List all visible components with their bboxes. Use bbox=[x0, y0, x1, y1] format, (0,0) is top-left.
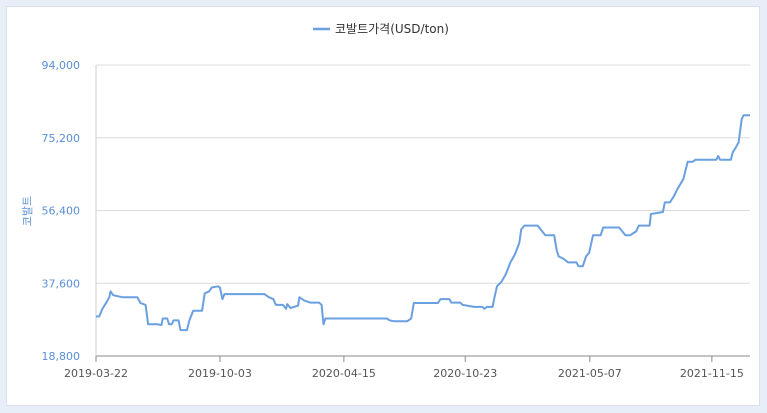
x-axis: 2019-03-22 2019-10-03 2020-04-15 2020-10-23… bbox=[64, 65, 750, 380]
x-tick-label: 2020-10-23 bbox=[433, 367, 497, 380]
y-tick-label: 94,000 bbox=[42, 59, 81, 72]
chart-frame bbox=[6, 6, 760, 406]
legend-label: 코발트가격(USD/ton) bbox=[335, 22, 449, 36]
y-tick-label: 75,200 bbox=[42, 132, 81, 145]
y-axis-label: 코발트 bbox=[21, 196, 34, 226]
y-tick-label: 37,600 bbox=[42, 277, 81, 290]
series-line-cobalt-price bbox=[96, 114, 750, 332]
series-group bbox=[96, 114, 750, 332]
x-tick-label: 2020-04-15 bbox=[312, 367, 376, 380]
x-tick-label: 2019-10-03 bbox=[188, 367, 252, 380]
x-tick-label: 2021-11-15 bbox=[680, 367, 744, 380]
x-tick-label: 2019-03-22 bbox=[64, 367, 128, 380]
y-tick-labels: 94,000 75,200 56,400 37,600 18,800 bbox=[42, 59, 81, 363]
grid-lines bbox=[96, 64, 750, 284]
x-tick-label: 2021-05-07 bbox=[558, 367, 622, 380]
legend[interactable]: 코발트가격(USD/ton) bbox=[313, 22, 449, 36]
y-tick-label: 56,400 bbox=[42, 205, 81, 218]
y-tick-label: 18,800 bbox=[42, 350, 81, 363]
